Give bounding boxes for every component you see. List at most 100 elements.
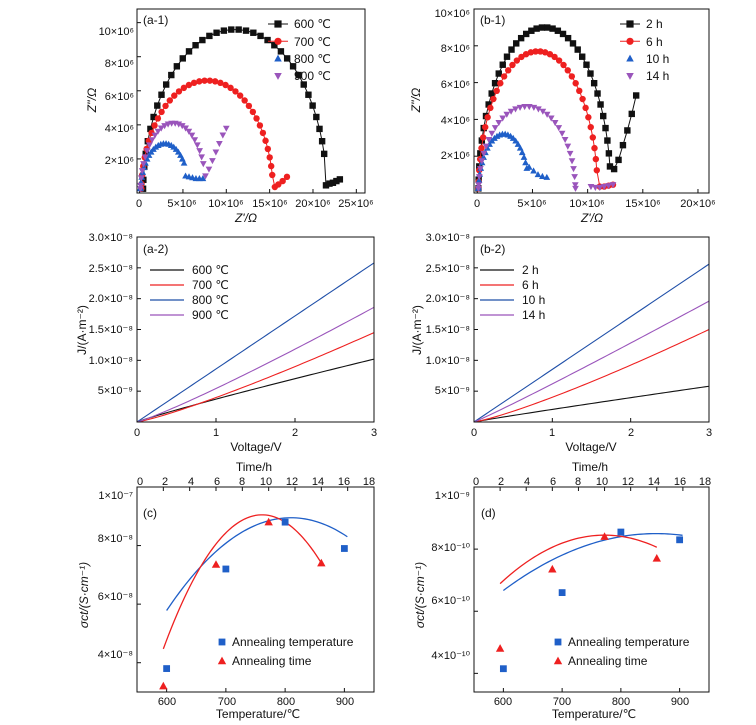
panel-b2-xtick-label: 1 [549,427,555,439]
panel-d-temperature-fit [502,532,683,591]
panel-b1-point [602,124,609,132]
panel-b2-plot-area [473,236,710,423]
panel-b1-point [475,185,482,192]
panel-a1-ytick-label: 8×10⁶ [105,58,134,70]
panel-b1-point [555,57,563,64]
panel-a2-ytick-labels: 5×10⁻⁹ 1.0×10⁻⁸ 1.5×10⁻⁸ 2.0×10⁻⁸ 2.5×10… [89,232,133,397]
panel-a2-plot-area [136,236,375,423]
panel-b1-point [585,114,592,121]
panel-b1-point [475,176,483,183]
panel-a1-point [140,176,147,184]
panel-b1-point [596,184,604,191]
panel-d-top-tick-label: 14 [648,476,660,488]
panel-b1-point [512,106,519,113]
panel-b2-ylabel: J/(A·m⁻²) [410,305,424,355]
panel-a1-point [326,180,333,187]
panel-b1-point [500,73,508,80]
panel-b1-point [619,141,627,149]
panel-b1-point [539,172,546,179]
panel-b1-point [549,25,556,32]
panel-c-xtick-label: 900 [336,696,354,708]
panel-a2-xtick-label: 0 [134,427,140,439]
panel-b2-legend: 2 h 6 h 10 h 14 h [522,263,545,322]
panel-a1-point [147,125,154,133]
panel-d-xtick-label: 600 [494,696,512,708]
panel-b1-point [587,70,594,77]
panel-a1-point [193,142,201,149]
panel-a1-point [137,186,144,193]
panel-a2-ytick-label: 1.5×10⁻⁸ [89,324,133,336]
panel-b1-point [533,25,540,32]
panel-a1-point [180,159,188,166]
panel-b2-xtick-labels: 0 1 2 3 [471,427,712,439]
panel-b1-point [589,134,597,141]
panel-b1-point [566,150,574,157]
panel-a1-point [320,150,328,158]
panel-b1-point [610,165,618,173]
panel-b1-point [488,90,495,97]
panel-a2-series-line [136,332,375,423]
panel-d-top-tick-label: 18 [699,476,711,488]
panel-b1-xtick-label: 5×10⁶ [517,198,546,210]
panel-b1-point [508,46,515,53]
panel-a1-point [182,125,189,132]
panel-a1-point [318,138,326,145]
panel-b1-label: (b-1) [480,13,505,27]
panel-c-xtick-label: 700 [218,696,236,708]
panel-b1-point [479,134,487,141]
panel-b1-point [609,182,617,189]
panel-b1-point [574,46,581,53]
panel-b1-point [499,61,506,68]
panel-b1-point [583,61,590,68]
panel-a1-point [141,154,149,161]
panel-a1-point [178,123,186,130]
panel-b1-point [525,163,533,170]
panel-b2-xlabel: Voltage/V [565,440,616,454]
panel-c-top-tick-label: 14 [312,476,324,488]
panel-b2-xtick-label: 2 [628,427,634,439]
panel-a1-point [166,97,173,104]
panel-a1-point [196,148,203,155]
panel-d-temperature-point [499,665,507,673]
panel-d-temperature-point [558,589,566,597]
panel-b1-point [520,153,528,160]
panel-b1-point [475,174,483,181]
panel-a1-point [154,115,162,122]
panel-a1-point [264,145,272,153]
panel-b1-point [478,137,486,144]
panel-b1-point [513,40,520,47]
panel-b1-point [484,144,491,151]
panel-a1-point [222,125,230,132]
panel-a1-point [211,78,219,85]
panel-a2-ytick-label: 2.0×10⁻⁸ [89,293,133,305]
panel-b1-ytick-label: 2×10⁶ [441,150,470,162]
panel-a1-point [336,176,344,183]
panel-d-top-tick-label: 0 [473,476,479,488]
panel-b2-ytick-label: 1.5×10⁻⁸ [426,324,470,336]
panel-b1-point [518,53,525,61]
panel-b1-legend-label: 6 h [646,35,663,49]
panel-b1-point [538,24,546,31]
panel-c-time-point [317,558,326,567]
panel-a1-point [219,132,227,139]
panel-b1-ylabel: Z''/Ω [409,88,423,113]
panel-d-temperature-point [676,536,684,544]
panel-a1-point [201,77,208,84]
panel-a1-point [271,42,278,49]
panel-a1-point [212,149,220,156]
panel-a1-point [209,158,216,165]
panel-b1-point [600,184,608,191]
panel-c-legend-label: Annealing time [232,654,312,668]
panel-a1-point [266,154,273,161]
panel-b1-point [534,171,542,178]
panel-c-xtick-label: 600 [158,696,176,708]
panel-a1-point [168,71,175,79]
panel-a1-point [151,122,158,129]
panel-b1-point [507,108,515,115]
panel-c-top-tick-label: 2 [162,476,168,488]
panel-b1-point [605,183,612,190]
panel-a1-point [213,29,220,36]
panel-b1-ytick-label: 8×10⁶ [441,43,470,55]
panel-a1-point [137,182,145,189]
panel-a1-point [151,132,159,139]
